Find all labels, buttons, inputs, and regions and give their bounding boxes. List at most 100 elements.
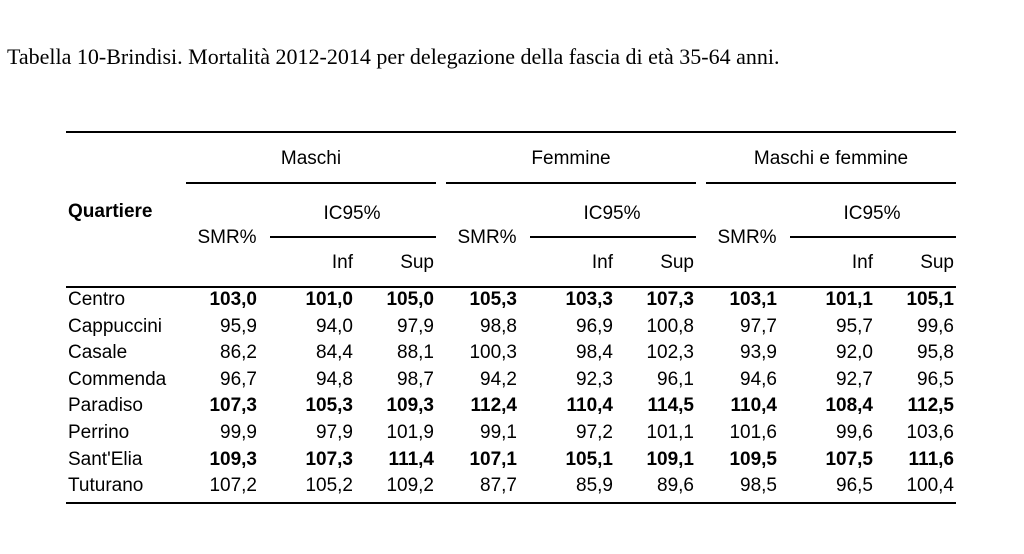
group-rule-1	[186, 182, 436, 184]
table-cell: 101,9	[386, 422, 434, 443]
table-top-rule	[66, 131, 956, 133]
table-cell: 108,4	[825, 395, 873, 416]
inf-header: Inf	[591, 252, 613, 273]
smr-header: SMR%	[197, 227, 257, 248]
table-cell: 107,2	[209, 475, 257, 496]
ic-rule-3	[790, 236, 956, 238]
table-cell: 98,5	[740, 475, 777, 496]
table-cell: 97,9	[397, 316, 434, 337]
table-cell: 93,9	[740, 342, 777, 363]
row-name: Sant'Elia	[68, 449, 143, 470]
table-cell: 112,5	[907, 395, 955, 416]
ic-rule-2	[530, 236, 696, 238]
table-cell: 94,0	[316, 316, 353, 337]
table-cell: 100,8	[646, 316, 694, 337]
table-cell: 105,1	[906, 289, 954, 310]
table-cell: 97,7	[740, 316, 777, 337]
table-cell: 107,5	[825, 449, 873, 470]
table-cell: 87,7	[480, 475, 517, 496]
header-bottom-rule	[66, 286, 956, 288]
table-cell: 111,4	[388, 449, 434, 470]
sup-header: Sup	[920, 252, 954, 273]
table-cell: 96,1	[657, 369, 694, 390]
table-caption: Tabella 10-Brindisi. Mortalità 2012-2014…	[7, 44, 780, 69]
ic-rule-1	[270, 236, 436, 238]
table-cell: 109,3	[386, 395, 434, 416]
table-cell: 99,1	[480, 422, 517, 443]
table-cell: 105,1	[565, 449, 613, 470]
table-cell: 94,8	[316, 369, 353, 390]
table-cell: 95,8	[917, 342, 954, 363]
table-cell: 85,9	[576, 475, 613, 496]
table-cell: 109,1	[646, 449, 694, 470]
ic95-header: IC95%	[843, 203, 901, 224]
table-cell: 101,6	[729, 422, 777, 443]
sup-header: Sup	[400, 252, 434, 273]
table-cell: 94,2	[480, 369, 517, 390]
group-rule-2	[446, 182, 696, 184]
table-cell: 100,4	[906, 475, 954, 496]
ic95-header: IC95%	[323, 203, 381, 224]
table-cell: 89,6	[657, 475, 694, 496]
group-header: Maschi	[280, 148, 342, 169]
table-cell: 100,3	[469, 342, 517, 363]
table-cell: 96,7	[220, 369, 257, 390]
table-cell: 99,6	[917, 316, 954, 337]
sup-header: Sup	[660, 252, 694, 273]
table-cell: 105,3	[305, 395, 353, 416]
row-name: Cappuccini	[68, 316, 162, 337]
table-cell: 109,3	[209, 449, 257, 470]
table-cell: 110,4	[730, 395, 778, 416]
table-cell: 109,5	[729, 449, 777, 470]
group-rule-3	[706, 182, 956, 184]
table-cell: 101,1	[825, 289, 873, 310]
row-name: Casale	[68, 342, 128, 363]
table-cell: 101,0	[305, 289, 353, 310]
table-cell: 99,9	[220, 422, 257, 443]
table-cell: 103,3	[565, 289, 613, 310]
table-cell: 102,3	[646, 342, 694, 363]
smr-header: SMR%	[717, 227, 777, 248]
table-cell: 88,1	[397, 342, 434, 363]
row-name: Paradiso	[68, 395, 143, 416]
table-cell: 84,4	[316, 342, 353, 363]
row-name: Tuturano	[68, 475, 144, 496]
table-cell: 97,2	[576, 422, 613, 443]
table-cell: 107,3	[209, 395, 257, 416]
table-cell: 98,7	[397, 369, 434, 390]
table-cell: 101,1	[646, 422, 694, 443]
table-cell: 92,7	[836, 369, 873, 390]
row-name: Perrino	[68, 422, 130, 443]
table-cell: 92,3	[576, 369, 613, 390]
table-cell: 92,0	[836, 342, 873, 363]
table-cell: 107,3	[646, 289, 694, 310]
row-name: Centro	[68, 289, 126, 310]
table-cell: 94,6	[740, 369, 777, 390]
table-cell: 96,5	[836, 475, 873, 496]
ic95-header: IC95%	[583, 203, 641, 224]
table-cell: 105,3	[469, 289, 517, 310]
inf-header: Inf	[331, 252, 353, 273]
table-cell: 107,3	[305, 449, 353, 470]
table-cell: 111,6	[908, 449, 954, 470]
table-bottom-rule	[66, 502, 956, 504]
row-name: Commenda	[68, 369, 167, 390]
table-cell: 96,5	[917, 369, 954, 390]
table-cell: 98,8	[480, 316, 517, 337]
table-cell: 95,9	[220, 316, 257, 337]
table-cell: 86,2	[220, 342, 257, 363]
table-cell: 103,0	[209, 289, 257, 310]
table-cell: 105,2	[305, 475, 353, 496]
table-cell: 103,6	[906, 422, 954, 443]
smr-header: SMR%	[457, 227, 517, 248]
table-cell: 109,2	[386, 475, 434, 496]
group-header: Femmine	[531, 148, 611, 169]
table-cell: 103,1	[729, 289, 777, 310]
table-cell: 97,9	[316, 422, 353, 443]
table-cell: 107,1	[469, 449, 517, 470]
table-cell: 114,5	[647, 395, 695, 416]
table-cell: 98,4	[576, 342, 613, 363]
table-cell: 105,0	[386, 289, 434, 310]
table-cell: 99,6	[836, 422, 873, 443]
